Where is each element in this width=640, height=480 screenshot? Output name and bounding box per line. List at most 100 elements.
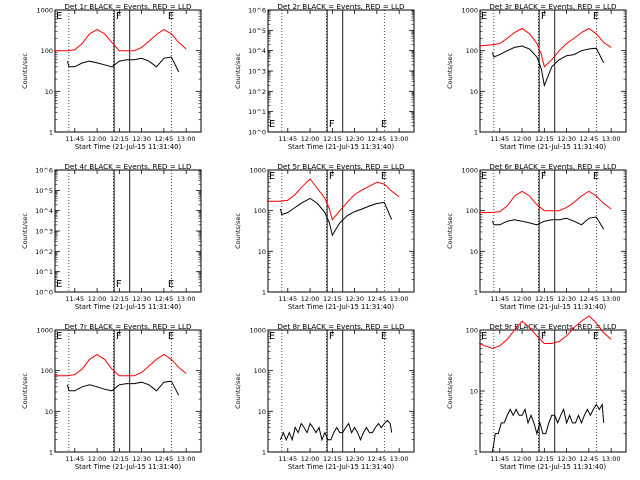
x-tick-label: 12:45 (580, 135, 599, 143)
x-tick-label: 11:45 (278, 295, 297, 303)
event-marker-e: E (269, 171, 275, 182)
x-tick-label: 12:45 (368, 455, 387, 463)
x-tick-label: 11:45 (278, 135, 297, 143)
x-tick-label: 12:30 (557, 455, 576, 463)
x-tick-label: 12:45 (155, 135, 174, 143)
panel-title: Det 2r BLACK = Events, RED = LLD (277, 2, 405, 11)
y-axis-label: Counts/sec (446, 213, 454, 249)
event-marker-e: E (56, 11, 62, 22)
detector-panel-9: Det 9r BLACK = Events, RED = LLD 1 10 100 11… (446, 315, 627, 471)
y-tick-label: 10 (258, 248, 266, 256)
plot-frame (54, 9, 202, 133)
x-tick-label: 12:00 (88, 135, 107, 143)
y-tick-label: 1 (474, 289, 478, 297)
plot-frame (267, 169, 415, 293)
lld-series-line (267, 178, 400, 221)
x-tick-label: 13:00 (602, 455, 621, 463)
x-tick-label: 12:00 (513, 295, 532, 303)
detector-panel-7: Det 7r BLACK = Events, RED = LLD 1 10 100 10… (21, 322, 202, 471)
panel-title: Det 4r BLACK = Events, RED = LLD (64, 162, 192, 171)
event-marker-e: E (593, 11, 599, 22)
x-tick-label: 12:15 (535, 455, 554, 463)
y-tick-label: 1000 (36, 7, 53, 15)
y-tick-label: 10 (45, 88, 53, 96)
x-tick-label: 12:30 (557, 135, 576, 143)
y-tick-label: 10^5 (248, 27, 266, 35)
lld-series-line (54, 29, 187, 52)
x-tick-label: 12:15 (535, 135, 554, 143)
x-tick-label: 11:45 (65, 455, 84, 463)
event-marker-e: E (593, 331, 599, 342)
lld-series-line (478, 27, 612, 68)
y-tick-label: 100 (254, 367, 266, 375)
x-tick-label: 12:15 (110, 455, 129, 463)
y-tick-label: 10 (470, 88, 478, 96)
y-tick-label: 10^5 (35, 187, 53, 195)
x-tick-label: 12:30 (132, 295, 151, 303)
x-tick-label: 13:00 (390, 455, 409, 463)
y-tick-label: 10^6 (248, 7, 266, 15)
x-tick-label: 13:00 (177, 135, 196, 143)
y-tick-label: 10^2 (248, 88, 266, 96)
x-tick-label: 13:00 (177, 455, 196, 463)
x-tick-label: 13:00 (602, 135, 621, 143)
events-series-line (491, 45, 605, 88)
event-marker-f: F (329, 119, 335, 130)
x-tick-label: 12:00 (513, 135, 532, 143)
x-tick-label: 12:45 (155, 295, 174, 303)
x-tick-label: 12:00 (88, 295, 107, 303)
event-marker-e: E (269, 119, 275, 130)
x-axis-label: Start Time (21-Jul-15 11:31:40) (500, 303, 607, 311)
event-marker-e: E (269, 331, 275, 342)
y-tick-label: 1000 (461, 7, 478, 15)
events-series-line (491, 216, 605, 230)
x-tick-label: 11:45 (65, 135, 84, 143)
event-marker-e: E (56, 331, 62, 342)
x-tick-label: 12:00 (301, 455, 320, 463)
plot-frame (479, 9, 627, 133)
y-axis-label: Counts/sec (446, 373, 454, 409)
x-tick-label: 12:45 (580, 295, 599, 303)
detector-panel-6: Det 6r BLACK = Events, RED = LLD 1 10 100 10… (446, 162, 627, 311)
event-marker-f: F (541, 171, 547, 182)
x-axis-label: Start Time (21-Jul-15 11:31:40) (288, 463, 395, 471)
event-marker-e: E (593, 171, 599, 182)
y-tick-label: 100 (254, 207, 266, 215)
x-axis-label: Start Time (21-Jul-15 11:31:40) (75, 463, 182, 471)
event-marker-f: F (116, 11, 122, 22)
y-tick-label: 1 (49, 129, 53, 137)
y-tick-label: 100 (41, 47, 53, 55)
y-tick-label: 1 (49, 449, 53, 457)
x-tick-label: 12:30 (132, 455, 151, 463)
event-marker-e: E (381, 171, 387, 182)
x-tick-label: 12:15 (535, 295, 554, 303)
y-tick-label: 10^3 (35, 228, 53, 236)
x-tick-label: 11:45 (65, 295, 84, 303)
x-tick-label: 12:45 (368, 295, 387, 303)
y-tick-label: 1000 (249, 167, 266, 175)
y-axis-label: Counts/sec (234, 373, 242, 409)
lld-series-line (479, 190, 612, 213)
y-tick-label: 10^1 (35, 268, 53, 276)
event-marker-e: E (481, 11, 487, 22)
panel-title: Det 5r BLACK = Events, RED = LLD (277, 162, 405, 171)
x-axis-label: Start Time (21-Jul-15 11:31:40) (288, 303, 395, 311)
y-tick-label: 10^6 (35, 167, 53, 175)
lld-series-line (478, 315, 612, 349)
x-axis-label: Start Time (21-Jul-15 11:31:40) (500, 463, 607, 471)
x-tick-label: 12:30 (557, 295, 576, 303)
event-marker-e: E (381, 119, 387, 130)
x-axis-label: Start Time (21-Jul-15 11:31:40) (75, 143, 182, 151)
events-series-line (66, 56, 180, 73)
event-marker-f: F (116, 279, 122, 290)
x-tick-label: 13:00 (602, 295, 621, 303)
y-tick-label: 1000 (461, 167, 478, 175)
y-tick-label: 100 (466, 327, 478, 335)
x-tick-label: 12:45 (155, 455, 174, 463)
x-tick-label: 12:45 (368, 135, 387, 143)
y-tick-label: 1 (474, 449, 478, 457)
detector-panel-3: Det 3r BLACK = Events, RED = LLD 1 10 100 10… (446, 2, 627, 151)
x-tick-label: 12:00 (301, 135, 320, 143)
x-tick-label: 12:15 (110, 295, 129, 303)
